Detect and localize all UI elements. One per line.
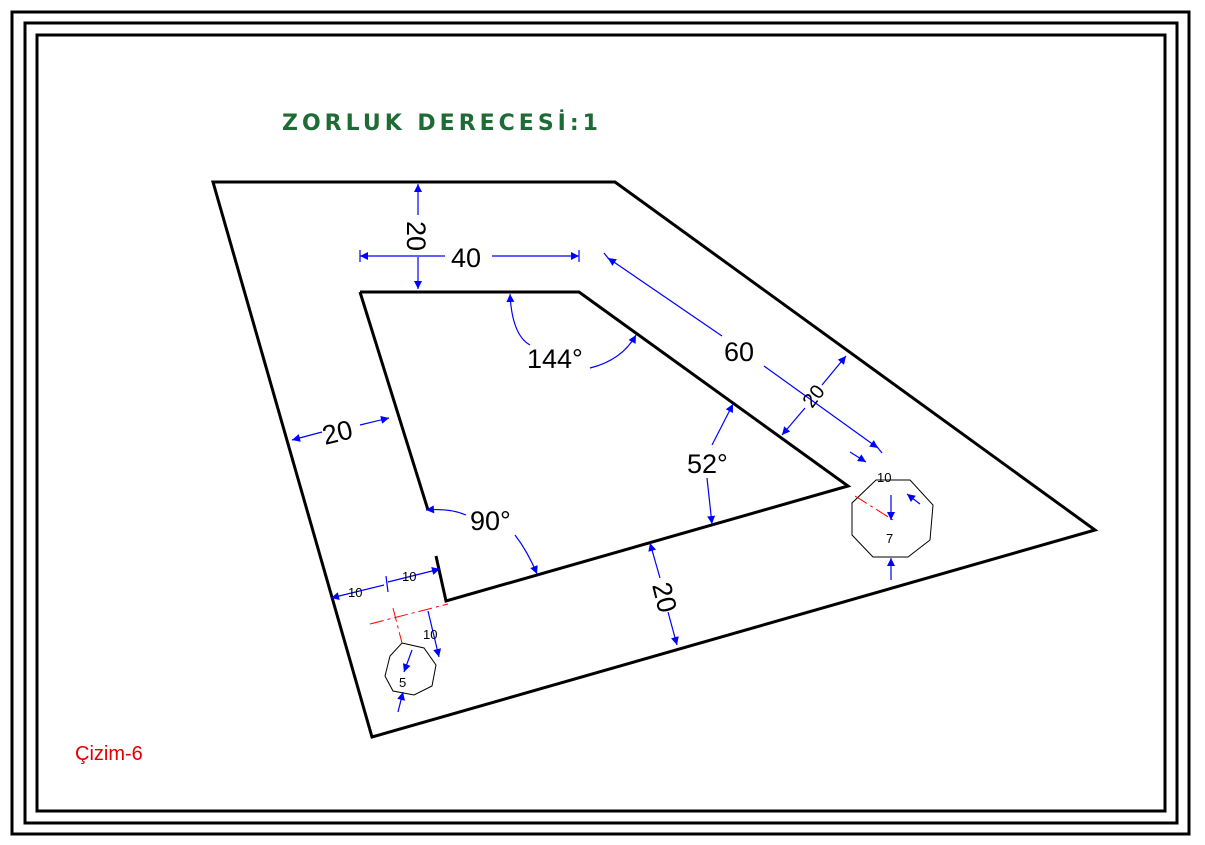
- dimension-lines: [291, 184, 921, 713]
- dim-inner-top: 40: [451, 243, 481, 273]
- angle-right-inner: 52°: [687, 449, 728, 479]
- dim-top-width: 20: [401, 221, 431, 251]
- dim-hole-offset-inner: 10: [402, 569, 416, 584]
- dim-hole-offset-right: 10: [877, 470, 891, 485]
- left-hole: [369, 603, 449, 696]
- hole-size-right: 7: [886, 531, 893, 546]
- dim-slant-width: 20: [799, 381, 830, 412]
- hole-size-left: 5: [399, 675, 406, 690]
- sheet-frame: [10, 10, 1191, 836]
- drawing-caption: Çizim-6: [75, 743, 143, 765]
- dim-left-width: 20: [319, 414, 355, 450]
- right-hole: [851, 479, 934, 558]
- part-outline: [211, 180, 1099, 739]
- dim-slant-length: 60: [724, 337, 754, 367]
- dim-bottom-width: 20: [646, 579, 682, 615]
- page-title: ZORLUK DERECESİ:1: [282, 110, 602, 136]
- angle-top-inner: 144°: [527, 344, 583, 374]
- angle-left-inner: 90°: [470, 506, 511, 536]
- dim-hole-offset-bottom: 10: [423, 627, 437, 642]
- dim-hole-offset-left: 10: [348, 585, 362, 600]
